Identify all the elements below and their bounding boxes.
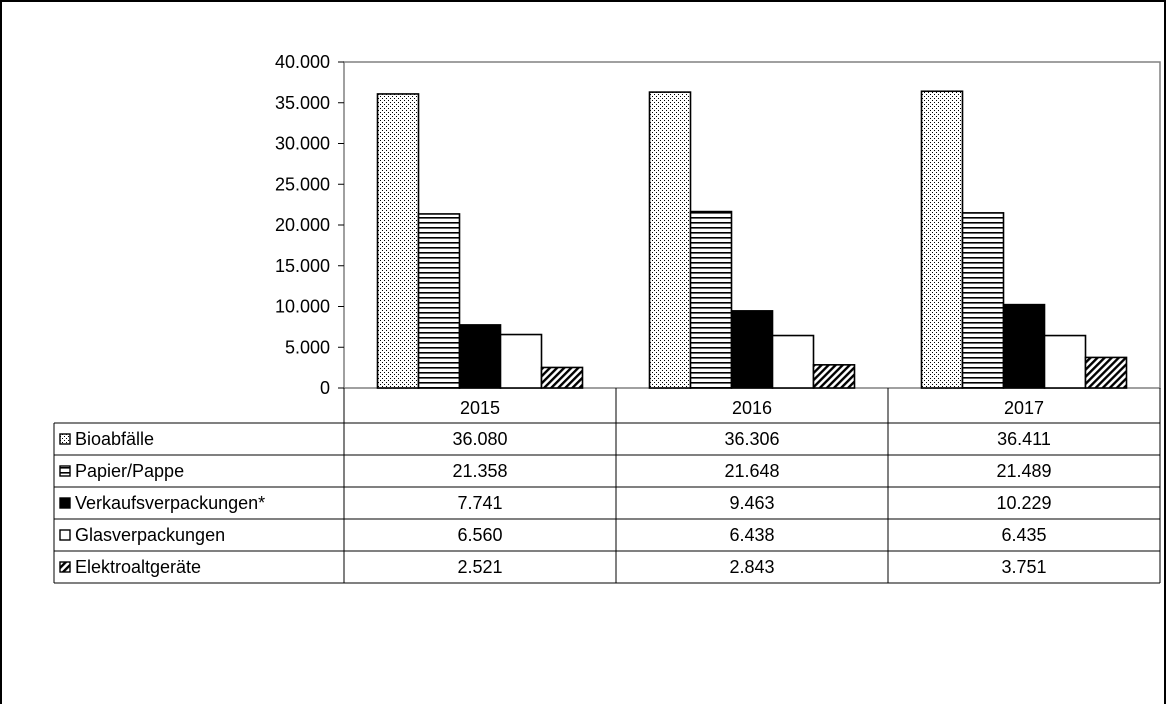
data-label: 21.358 bbox=[452, 461, 507, 481]
bar bbox=[376, 93, 420, 389]
data-label: 36.080 bbox=[452, 429, 507, 449]
data-label: 21.648 bbox=[724, 461, 779, 481]
y-tick-label: 25.000 bbox=[275, 174, 330, 194]
legend-label: Elektroaltgeräte bbox=[75, 557, 201, 577]
data-label: 10.229 bbox=[996, 493, 1051, 513]
y-tick-label: 15.000 bbox=[275, 256, 330, 276]
data-label: 36.306 bbox=[724, 429, 779, 449]
plot-area: 0 5.000 10.000 15.000 20.000 25.000 30.000 35.0… bbox=[275, 52, 1161, 398]
y-tick-label: 35.000 bbox=[275, 93, 330, 113]
data-label: 2.843 bbox=[729, 557, 774, 577]
bar bbox=[920, 90, 964, 389]
data-label: 9.463 bbox=[729, 493, 774, 513]
legend-label: Glasverpackungen bbox=[75, 525, 225, 545]
legend-label: Verkaufsverpackungen* bbox=[75, 493, 265, 513]
x-category-label: 2015 bbox=[460, 398, 500, 418]
bar bbox=[540, 366, 584, 389]
data-label: 6.560 bbox=[457, 525, 502, 545]
legend-key bbox=[59, 465, 71, 477]
bar bbox=[1002, 303, 1046, 389]
bar bbox=[648, 91, 692, 389]
bar bbox=[1043, 334, 1087, 389]
y-tick-label: 30.000 bbox=[275, 134, 330, 154]
bar bbox=[812, 364, 856, 389]
legend-key bbox=[59, 561, 71, 573]
data-label: 7.741 bbox=[457, 493, 502, 513]
legend-label: Papier/Pappe bbox=[75, 461, 184, 481]
y-tick-label: 40.000 bbox=[275, 52, 330, 72]
data-label: 3.751 bbox=[1001, 557, 1046, 577]
legend-label: Bioabfälle bbox=[75, 429, 154, 449]
x-category-label: 2017 bbox=[1004, 398, 1044, 418]
data-label: 6.435 bbox=[1001, 525, 1046, 545]
bar bbox=[1084, 356, 1128, 389]
data-label: 6.438 bbox=[729, 525, 774, 545]
bar bbox=[961, 212, 1005, 389]
y-tick-label: 10.000 bbox=[275, 297, 330, 317]
bar bbox=[417, 213, 461, 389]
bar bbox=[499, 333, 543, 389]
data-label: 2.521 bbox=[457, 557, 502, 577]
bar bbox=[730, 310, 774, 389]
x-category-label: 2016 bbox=[732, 398, 772, 418]
bar bbox=[771, 334, 815, 389]
data-table: 2015 2016 2017 Bioabfälle 36.080 36.306 36.411… bbox=[53, 388, 1161, 584]
data-label: 21.489 bbox=[996, 461, 1051, 481]
y-tick-label: 20.000 bbox=[275, 215, 330, 235]
data-label: 36.411 bbox=[997, 429, 1051, 449]
y-tick-label: 5.000 bbox=[285, 337, 330, 357]
legend-key bbox=[59, 529, 71, 541]
legend-key bbox=[59, 433, 71, 445]
bar bbox=[458, 324, 502, 389]
legend-key bbox=[59, 497, 71, 509]
bar bbox=[689, 210, 733, 389]
y-tick-label: 0 bbox=[320, 378, 330, 398]
